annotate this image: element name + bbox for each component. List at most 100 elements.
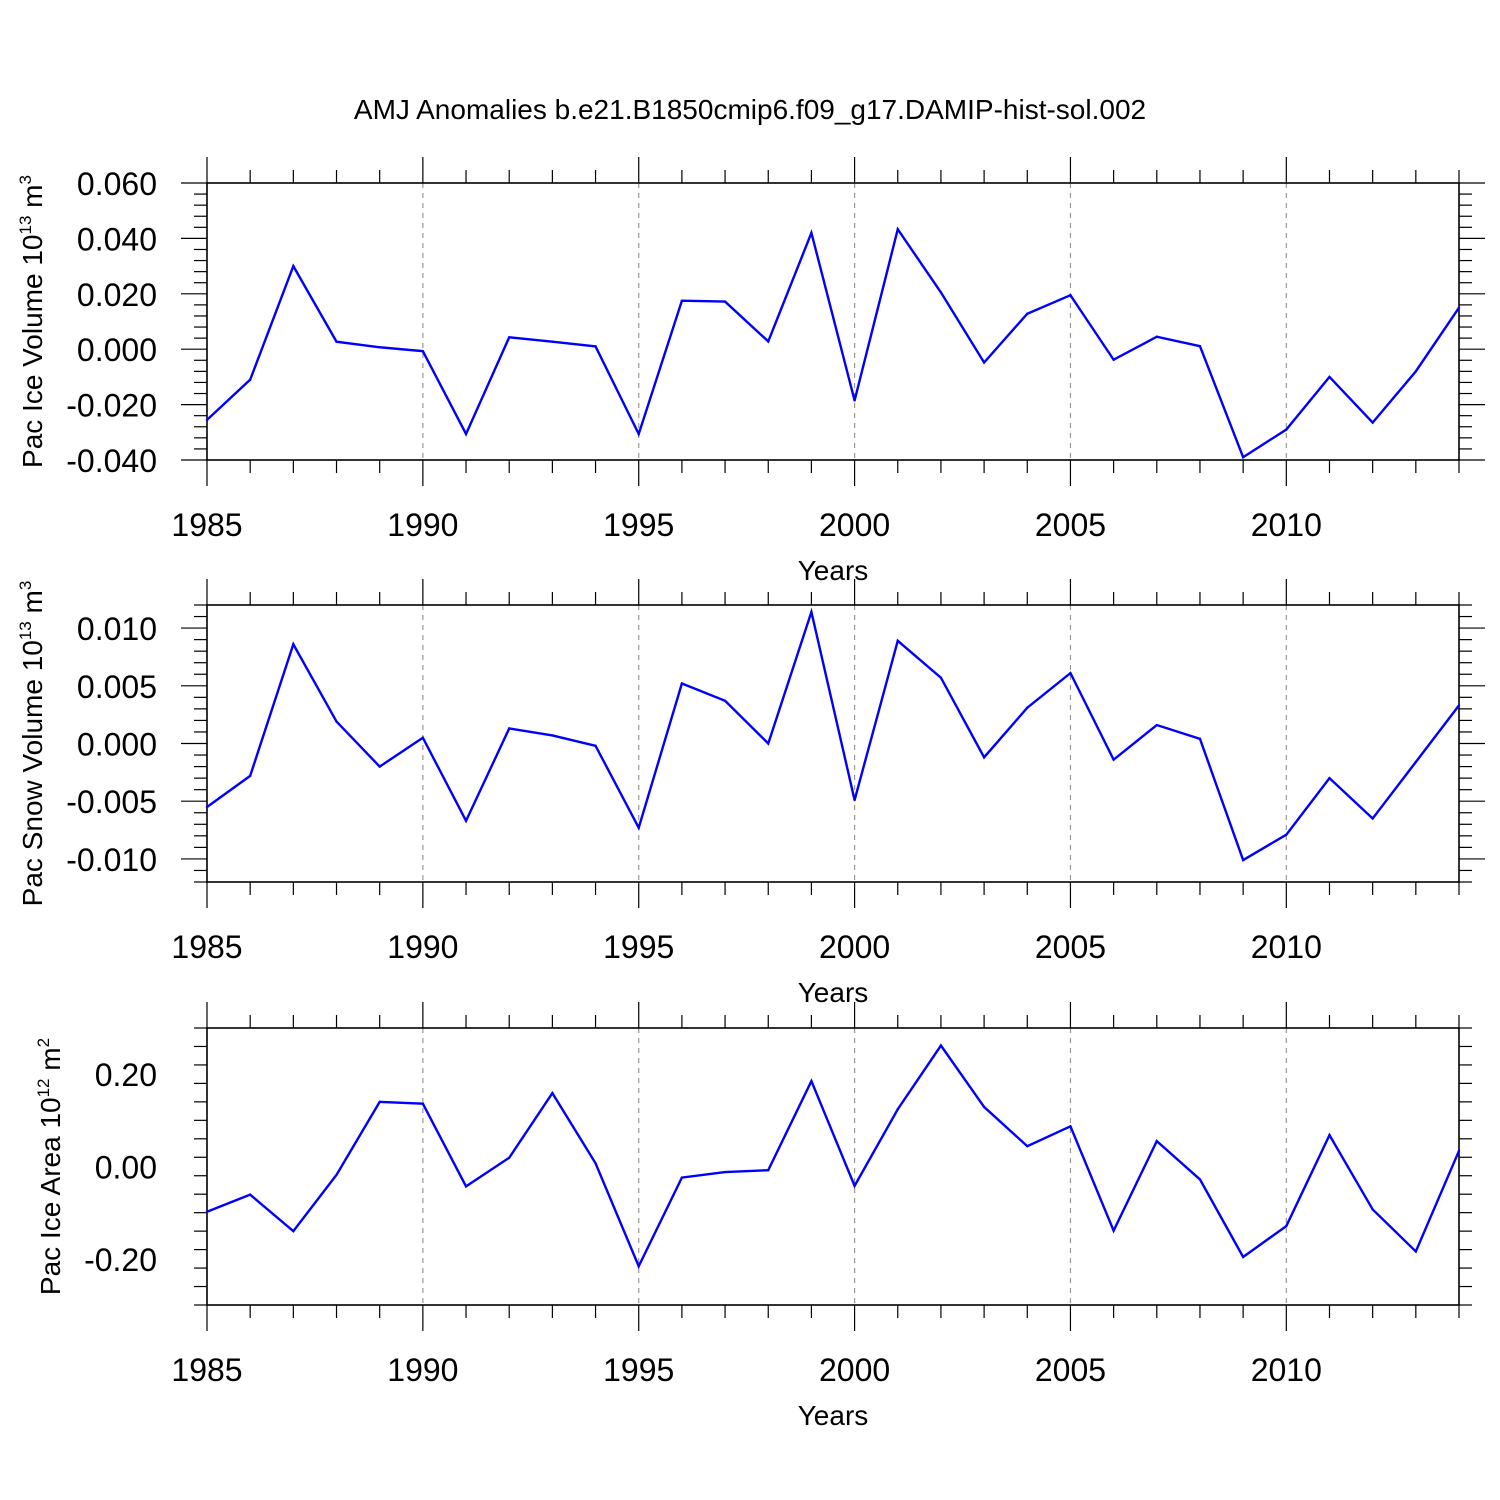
data-point (421, 349, 425, 353)
x-tick-label: 1995 (603, 1352, 674, 1388)
data-point (1155, 1139, 1158, 1143)
data-point (421, 736, 425, 739)
x-tick-label: 1990 (387, 929, 458, 965)
data-point (551, 1091, 554, 1095)
data-point (1241, 858, 1245, 862)
data-point (680, 682, 684, 685)
data-point (1285, 1224, 1288, 1228)
data-point (1241, 1255, 1245, 1259)
y-tick-label: -0.20 (84, 1242, 157, 1278)
x-tick-label: 1985 (171, 929, 242, 965)
data-point (594, 1162, 597, 1165)
data-point (1069, 293, 1072, 297)
data-point (637, 432, 640, 436)
x-tick-label: 1990 (387, 507, 458, 543)
data-point (205, 1210, 209, 1213)
data-point (378, 765, 381, 768)
y-tick-label: -0.005 (66, 784, 157, 820)
data-point (1457, 306, 1461, 309)
y-tick-label: -0.020 (66, 388, 157, 424)
x-tick-label: 1985 (171, 1352, 242, 1388)
data-point (810, 610, 813, 614)
data-point (292, 1229, 295, 1233)
data-point (982, 361, 986, 364)
data-point (292, 643, 295, 646)
panel-snow-volume: 1985 1990 1995 2000 2005 2010 -0.010 -0.005 0.00… (16, 579, 1485, 1008)
x-tick-label: 1990 (387, 1352, 458, 1388)
x-tick-label: 1995 (603, 929, 674, 965)
x-tick-label: 2005 (1035, 929, 1106, 965)
data-point (1457, 704, 1461, 707)
data-point (1112, 1229, 1115, 1232)
data-point (810, 1079, 813, 1083)
data-point (205, 418, 209, 422)
y-tick-label: 0.040 (77, 221, 157, 257)
y-axis-label: Pac Snow Volume 1013 m3 (16, 581, 48, 907)
y-tick-label: -0.040 (66, 443, 157, 479)
y-tick-label: 0.010 (77, 611, 157, 647)
y-axis-label: Pac Ice Area 1012 m2 (34, 1038, 66, 1295)
data-point (1241, 456, 1245, 459)
data-point (939, 676, 943, 679)
data-point (248, 378, 252, 381)
data-point (594, 345, 597, 348)
data-point (1112, 358, 1115, 361)
data-point (1069, 671, 1072, 675)
series-line (206, 1043, 1461, 1270)
data-point (1155, 723, 1158, 727)
data-point (767, 742, 770, 745)
data-point (508, 336, 511, 339)
data-point (1371, 421, 1374, 424)
data-point (508, 1156, 511, 1159)
data-point (464, 432, 468, 436)
x-tick-label: 1985 (171, 507, 242, 543)
data-point (335, 1173, 338, 1177)
plot-frame (206, 1027, 1460, 1306)
data-point (1026, 1144, 1029, 1148)
x-tick-label: 2000 (819, 507, 890, 543)
data-point (896, 228, 899, 231)
data-point (1069, 1125, 1072, 1128)
data-point (205, 805, 209, 809)
panel-ice-area: 1985 1990 1995 2000 2005 2010 -0.20 0.00 0.20 Yea… (34, 1002, 1472, 1431)
data-point (723, 300, 727, 303)
data-point (1414, 1250, 1418, 1253)
x-tick-label: 2010 (1251, 929, 1322, 965)
data-point (1026, 312, 1029, 315)
data-point (1414, 760, 1418, 764)
y-tick-label: 0.20 (95, 1057, 157, 1093)
data-point (1414, 370, 1418, 373)
y-tick-label: 0.060 (77, 166, 157, 202)
data-point (1328, 375, 1331, 379)
data-point (464, 819, 468, 823)
data-point (248, 1193, 252, 1196)
data-point (335, 720, 338, 723)
data-point (767, 340, 770, 343)
panel-ice-volume: 1985 1990 1995 2000 2005 2010 -0.040 -0.020 0.00… (16, 157, 1485, 586)
data-point (378, 1100, 381, 1104)
data-point (1285, 428, 1288, 431)
data-point (767, 1168, 770, 1172)
y-axis-label: Pac Ice Volume 1013 m3 (16, 175, 48, 468)
data-point (723, 1170, 727, 1174)
y-tick-label: 0.00 (95, 1150, 157, 1186)
x-axis-label: Years (798, 977, 869, 1008)
data-point (1457, 1149, 1461, 1153)
data-point (1371, 817, 1374, 820)
data-point (335, 340, 338, 343)
data-point (1112, 758, 1115, 761)
x-tick-label: 2010 (1251, 1352, 1322, 1388)
data-point (853, 399, 856, 402)
y-tick-label: 0.020 (77, 277, 157, 313)
data-point (551, 340, 554, 343)
data-point (853, 1184, 856, 1188)
data-point (378, 346, 381, 349)
data-point (723, 699, 727, 702)
data-point (637, 826, 640, 829)
x-tick-label: 2000 (819, 929, 890, 965)
data-point (939, 1044, 943, 1047)
data-point (551, 734, 554, 737)
data-point (248, 774, 252, 778)
x-axis-label: Years (798, 1400, 869, 1431)
